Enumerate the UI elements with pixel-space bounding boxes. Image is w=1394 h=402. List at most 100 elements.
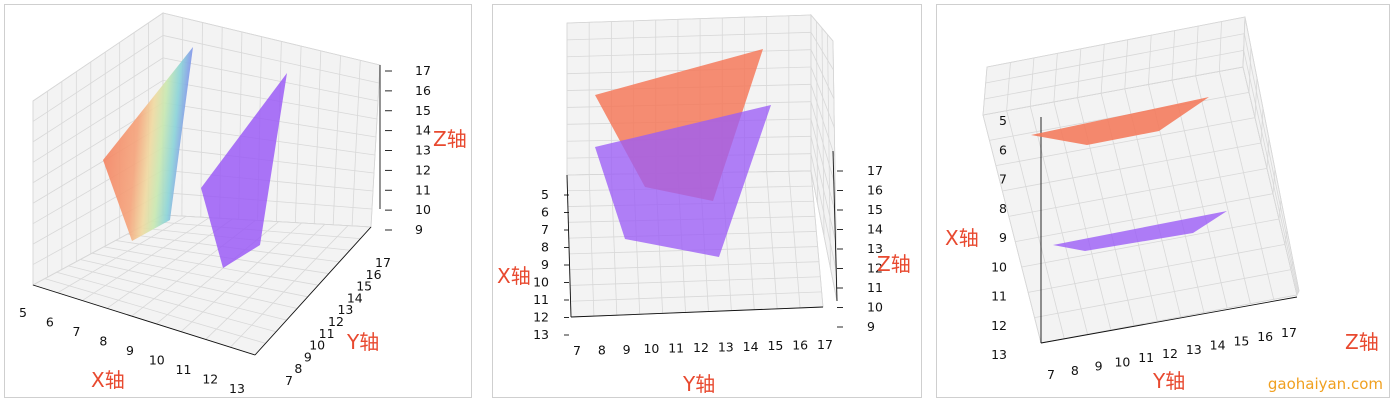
x-axis-label: X轴 [945, 226, 979, 250]
z-axis-tick-label: 17 [415, 63, 431, 78]
x-axis-tick-label: 10 [991, 259, 1007, 274]
right-wall-gridline [313, 50, 322, 224]
floor-gridline [570, 291, 822, 302]
x-axis-label: X轴 [91, 368, 125, 392]
floor-gridline [205, 224, 326, 340]
floor-gridline [1034, 269, 1292, 319]
right-wall-gridline [162, 12, 381, 66]
y-axis-tick-label: 11 [319, 326, 335, 341]
floor-gridline [570, 276, 821, 286]
left-wall-gridline [32, 35, 164, 122]
y-axis-tick-label: 8 [1071, 363, 1079, 378]
y-axis-tick-label: 11 [1138, 350, 1154, 365]
floor-gridline [103, 246, 319, 286]
chart-panel-top: 5 6 7 8 9 10 11 12 13 7 8 9 10 11 12 13 14 15 16 17 X轴 Y轴 Z… [936, 4, 1390, 398]
y-axis-tick-label: 17 [375, 255, 391, 270]
x-axis-tick-label: 10 [149, 353, 165, 368]
back-wall-gridline [1053, 53, 1058, 102]
back-wall-gridline [1148, 35, 1152, 85]
y-axis-tick-label: 12 [328, 314, 344, 329]
y-axis-tick-label: 15 [767, 338, 783, 353]
floor-gridline [1218, 71, 1275, 300]
y-axis-tick-label: 10 [1114, 354, 1130, 369]
y-axis-tick-label: 9 [1095, 359, 1103, 374]
right-wall-gridline [1243, 50, 1299, 294]
chart-panel-perspective: 5 6 7 8 9 10 11 12 13 7 8 9 10 11 12 13 14 15 16 17 9 10 11 12 1… [4, 4, 472, 398]
y-axis-tick-label: 14 [743, 339, 759, 354]
surface-series-2 [1053, 211, 1227, 251]
y-axis-tick-label: 11 [668, 341, 684, 356]
y-axis-tick-label: 12 [1162, 346, 1178, 361]
z-axis-tick-label: 17 [867, 163, 883, 178]
right-wall-gridline [276, 41, 282, 222]
right-wall-gridline [810, 84, 836, 157]
right-wall-gridline [821, 27, 825, 237]
floor-gridline [57, 215, 187, 294]
right-wall-gridline [162, 192, 373, 210]
y-axis-tick-label: 10 [309, 338, 325, 353]
y-axis-tick-label: 9 [304, 349, 312, 364]
z-axis-label: Z轴 [877, 252, 911, 276]
right-wall-gridline [162, 35, 380, 84]
right-wall-gridline [1244, 16, 1300, 292]
back-wall-gridline [1171, 30, 1176, 81]
x-axis-tick-label: 12 [202, 372, 218, 387]
watermark: gaohaiyan.com [1267, 375, 1383, 393]
y-axis-tick-label: 13 [337, 302, 353, 317]
x-axis-line [32, 284, 256, 356]
back-wall-gridline [566, 31, 812, 41]
x-axis-tick-label: 6 [541, 205, 549, 220]
right-wall-gridline [1242, 16, 1246, 68]
y-axis-label: Y轴 [682, 372, 715, 396]
right-wall-gridline [1243, 33, 1299, 293]
z-axis-tick-label: 10 [867, 300, 883, 315]
back-wall-gridline [566, 49, 812, 58]
floor-gridline [44, 278, 266, 344]
x-axis-tick-label: 9 [999, 230, 1007, 245]
left-wall-gridline [32, 12, 164, 102]
x-axis-tick-label: 7 [73, 324, 81, 339]
y-axis-tick-label: 13 [718, 339, 734, 354]
x-axis-tick-label: 13 [991, 347, 1007, 362]
z-axis-tick-label: 12 [415, 162, 431, 177]
chart-panel-front: 5 6 7 8 9 10 11 12 13 7 8 9 10 11 12 13 14 15 16 17 9 10 11 12 1… [492, 4, 922, 398]
x-axis-tick-label: 6 [46, 315, 54, 330]
z-axis-tick-label: 16 [415, 83, 431, 98]
floor-gridline [92, 252, 308, 298]
floor-gridline [1015, 193, 1274, 243]
back-wall-gridline [982, 66, 988, 116]
right-wall-gridline [351, 60, 361, 226]
x-axis-tick-label: 11 [176, 362, 192, 377]
right-wall-gridline [1266, 138, 1270, 169]
surface-series-2 [595, 105, 771, 257]
floor-gridline [1008, 167, 1268, 217]
y-axis-tick-label: 8 [294, 361, 302, 376]
y-axis-tick-label: 7 [1047, 367, 1055, 382]
back-wall-gridline [1077, 48, 1082, 98]
y-axis-tick-label: 17 [817, 337, 833, 352]
y-axis-label: Y轴 [346, 330, 379, 354]
floor-gridline [1006, 110, 1065, 339]
z-axis-tick-label: 14 [867, 222, 883, 237]
y-axis-tick-label: 14 [1210, 338, 1226, 353]
z-axis-tick-label: 12 [867, 261, 883, 276]
x-axis-label: X轴 [497, 264, 531, 288]
back-wall-gridline [1195, 26, 1199, 76]
z-axis-tick-label: 11 [415, 182, 431, 197]
y-axis-tick-label: 8 [598, 342, 606, 357]
right-wall-gridline [1242, 66, 1298, 296]
floor-gridline [1028, 243, 1286, 293]
right-wall-gridline [200, 22, 203, 218]
back-wall-gridline [1029, 57, 1035, 107]
x-axis-tick-label: 11 [991, 289, 1007, 304]
y-axis-line [570, 306, 824, 318]
right-wall-gridline [810, 153, 837, 273]
right-wall-gridline [810, 118, 837, 215]
z-axis-tick-label: 16 [867, 183, 883, 198]
right-wall-gridline [810, 170, 838, 302]
right-wall-gridline [1278, 199, 1282, 220]
back-wall-gridline [984, 49, 1244, 100]
back-wall-gridline [1218, 21, 1222, 72]
right-wall-gridline [810, 66, 835, 128]
right-wall-gridline [827, 34, 831, 269]
